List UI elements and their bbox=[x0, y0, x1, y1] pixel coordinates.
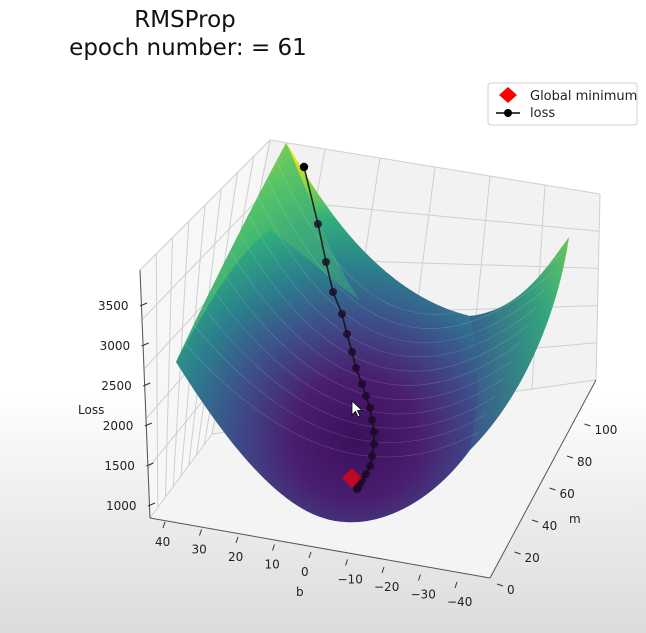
loss-point bbox=[370, 428, 378, 436]
loss-point bbox=[343, 330, 351, 338]
y-axis-ticks: 0 20 40 60 80 100 bbox=[496, 423, 618, 597]
x-axis-label: b bbox=[296, 585, 304, 599]
y-tick-mark bbox=[549, 487, 556, 491]
x-tick-label: 30 bbox=[192, 543, 207, 557]
z-tick-mark bbox=[146, 462, 154, 467]
x-tick-mark bbox=[162, 521, 166, 529]
x-tick-label: −20 bbox=[374, 580, 399, 594]
loss-point bbox=[362, 392, 370, 400]
loss-point bbox=[299, 162, 309, 172]
y-tick-mark bbox=[496, 583, 504, 587]
loss-point bbox=[368, 452, 376, 460]
legend: Global minimum loss bbox=[487, 82, 638, 126]
x-tick-label: −40 bbox=[447, 595, 472, 609]
z-tick-label: 3500 bbox=[98, 299, 129, 313]
axis-lines bbox=[139, 269, 597, 579]
loss-point bbox=[322, 258, 330, 266]
z-axis-label: Loss bbox=[78, 403, 104, 417]
surface-mesh-line bbox=[258, 197, 545, 344]
surface-mesh-line bbox=[194, 325, 487, 443]
surface-mesh-line bbox=[230, 252, 520, 386]
surface-mesh-line bbox=[184, 343, 479, 458]
z-tick-label: 2000 bbox=[103, 419, 134, 433]
legend-global-minimum-label: Global minimum bbox=[530, 89, 637, 104]
y-tick-label: 40 bbox=[542, 519, 557, 533]
z-tick-label: 1500 bbox=[104, 459, 135, 473]
legend-loss-dot-icon bbox=[504, 109, 512, 117]
grid-line bbox=[595, 193, 601, 381]
loss-point bbox=[366, 462, 374, 470]
grid-line bbox=[165, 237, 173, 498]
x-tick-mark bbox=[345, 559, 348, 566]
x-tick-mark bbox=[272, 544, 275, 551]
z-axis-ticks: 1000 1500 2000 2500 3000 3500 bbox=[98, 299, 156, 513]
grid-line bbox=[155, 253, 159, 508]
surface-mesh-line bbox=[203, 307, 495, 429]
legend-global-minimum-icon bbox=[499, 87, 517, 103]
x-tick-label: 20 bbox=[228, 550, 243, 564]
z-tick-label: 1000 bbox=[106, 499, 137, 513]
surface-mesh-line bbox=[267, 179, 553, 329]
surface-mesh-line bbox=[249, 215, 537, 358]
x-tick-mark bbox=[199, 529, 202, 536]
legend-box bbox=[487, 82, 638, 126]
x-axis-ticks: 40 30 20 10 0 −10 −20 −30 −40 bbox=[155, 521, 472, 609]
x-tick-mark bbox=[418, 574, 421, 581]
z-tick-mark bbox=[147, 502, 156, 507]
surface-mesh-line bbox=[221, 270, 512, 400]
y-tick-label: 0 bbox=[507, 583, 515, 597]
loss-point bbox=[352, 364, 360, 372]
x-tick-label: −10 bbox=[338, 573, 363, 587]
y-tick-mark bbox=[566, 455, 574, 459]
x-tick-mark bbox=[235, 536, 239, 544]
loss-point bbox=[348, 348, 356, 356]
loss-point bbox=[370, 440, 378, 448]
z-tick-mark bbox=[141, 342, 149, 347]
mouse-cursor-icon bbox=[351, 400, 364, 418]
loss-point bbox=[362, 470, 370, 478]
global-minimum-marker bbox=[342, 468, 362, 488]
loss-point bbox=[368, 416, 376, 424]
x-tick-mark bbox=[308, 551, 312, 559]
y-tick-label: 80 bbox=[577, 455, 592, 469]
surface-mesh-line bbox=[239, 234, 528, 372]
y-tick-label: 60 bbox=[560, 487, 575, 501]
loss-point bbox=[366, 404, 374, 412]
loss-point bbox=[353, 485, 361, 493]
loss-point bbox=[314, 220, 322, 228]
surface-mesh-line bbox=[276, 161, 561, 315]
y-axis-label: m bbox=[569, 512, 581, 526]
z-tick-mark bbox=[144, 422, 152, 427]
z-tick-label: 2500 bbox=[101, 379, 132, 393]
loss-point bbox=[329, 288, 337, 296]
y-tick-mark bbox=[584, 423, 591, 427]
z-tick-mark bbox=[139, 302, 148, 307]
x-tick-label: 40 bbox=[155, 535, 170, 549]
x-tick-mark bbox=[454, 581, 458, 589]
x-tick-label: 10 bbox=[265, 558, 280, 572]
z-tick-label: 3000 bbox=[100, 339, 131, 353]
y-tick-label: 100 bbox=[595, 423, 618, 437]
y-tick-mark bbox=[531, 519, 539, 523]
x-tick-label: 0 bbox=[301, 565, 309, 579]
chart-title: RMSProp bbox=[134, 7, 236, 33]
x-tick-label: −30 bbox=[411, 588, 436, 602]
legend-loss-label: loss bbox=[530, 106, 555, 121]
z-tick-mark bbox=[143, 382, 151, 387]
x-tick-mark bbox=[381, 566, 385, 574]
loss-point bbox=[338, 310, 346, 318]
y-tick-mark bbox=[514, 551, 521, 555]
chart-subtitle: epoch number: = 61 bbox=[69, 35, 307, 61]
y-tick-label: 20 bbox=[525, 551, 540, 565]
loss-point bbox=[358, 380, 366, 388]
